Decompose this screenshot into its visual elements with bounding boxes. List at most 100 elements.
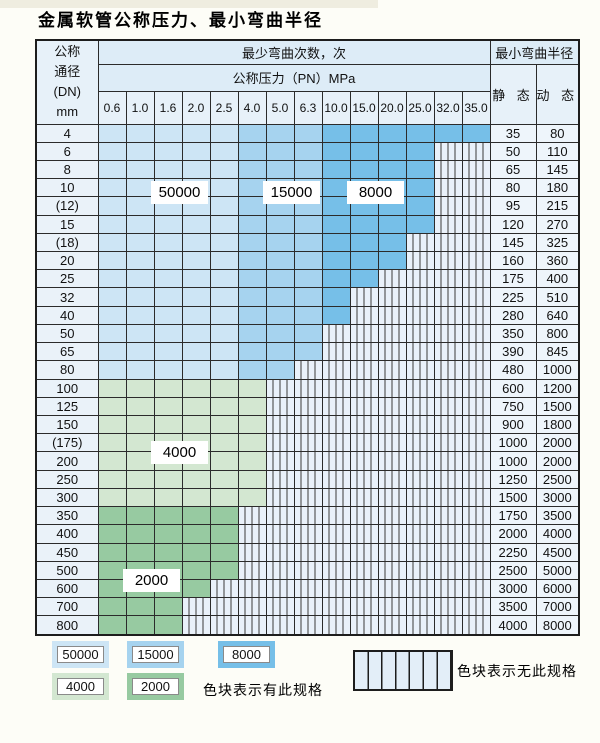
dynamic-radius: 3000 (535, 487, 580, 508)
table-row-dn-150: 150 900 1800 (35, 414, 580, 435)
no-spec-cell (377, 469, 407, 489)
pressure-col-6.3: 6.3 (293, 90, 323, 125)
cycle-cell-15000 (265, 232, 295, 253)
no-spec-cell (181, 615, 211, 636)
no-spec-cell (405, 615, 435, 636)
no-spec-cell (405, 414, 435, 435)
cycle-cell-4000 (209, 451, 239, 471)
cycle-cell-8000 (321, 159, 351, 180)
no-spec-cell (433, 178, 463, 198)
cycle-cell-50000 (125, 159, 155, 180)
cycle-cell-2000 (209, 506, 239, 526)
header-dynamic: 动 态 (535, 63, 580, 125)
static-radius: 4000 (489, 615, 537, 636)
no-spec-cell (433, 342, 463, 362)
cycle-cell-50000 (125, 123, 155, 143)
no-spec-cell (321, 560, 351, 580)
cycle-cell-4000 (97, 487, 127, 508)
cycle-cell-2000 (153, 542, 183, 562)
cycle-cell-15000 (293, 305, 323, 325)
cycle-cell-2000 (97, 560, 127, 580)
cycle-cell-50000 (209, 287, 239, 307)
header-dn-line: 公称 (54, 44, 81, 60)
cycle-cell-15000 (237, 287, 267, 307)
header-dn-line: 通径 (54, 64, 81, 80)
page-top-strip (0, 0, 378, 8)
no-spec-cell (433, 433, 463, 453)
cycle-zone-label-50000: 50000 (151, 181, 208, 204)
cycle-cell-15000 (237, 305, 267, 325)
table-row-dn-100: 100 600 1200 (35, 378, 580, 398)
no-spec-cell (293, 433, 323, 453)
cycle-cell-8000 (377, 159, 407, 180)
dn-label: 600 (35, 578, 99, 599)
no-spec-cell (321, 378, 351, 398)
no-spec-cell (405, 597, 435, 617)
legend-swatch-2000: 2000 (127, 673, 184, 700)
cycle-cell-50000 (209, 323, 239, 344)
no-spec-cell (265, 524, 295, 544)
legend: 50000 15000 8000 4000 2000 色块表示有此规格 色块表示无此规格 (0, 636, 600, 743)
no-spec-cell (461, 433, 491, 453)
static-radius: 95 (489, 196, 537, 216)
cycle-cell-4000 (237, 433, 267, 453)
static-radius: 600 (489, 378, 537, 398)
no-spec-cell (461, 414, 491, 435)
cycle-cell-15000 (265, 123, 295, 143)
cycle-cell-50000 (209, 159, 239, 180)
cycle-cell-4000 (125, 414, 155, 435)
cycle-cell-4000 (125, 469, 155, 489)
no-spec-cell (349, 323, 379, 344)
no-spec-cell (321, 524, 351, 544)
dynamic-radius: 1800 (535, 414, 580, 435)
dn-label: 450 (35, 542, 99, 562)
cycle-cell-8000 (321, 251, 351, 271)
cycle-cell-15000 (293, 269, 323, 289)
cycle-cell-15000 (237, 269, 267, 289)
table-row-dn-700: 700 3500 7000 (35, 597, 580, 617)
dn-label: 65 (35, 342, 99, 362)
cycle-cell-8000 (349, 269, 379, 289)
no-spec-cell (461, 542, 491, 562)
cycle-cell-4000 (209, 487, 239, 508)
dynamic-radius: 3500 (535, 506, 580, 526)
pressure-col-20.0: 20.0 (377, 90, 407, 125)
cycle-cell-50000 (153, 323, 183, 344)
no-spec-cell (293, 396, 323, 417)
no-spec-cell (377, 414, 407, 435)
table-row-dn-4: 4 35 80 (35, 123, 580, 143)
cycle-cell-4000 (181, 396, 211, 417)
cycle-cell-4000 (181, 487, 211, 508)
dynamic-radius: 325 (535, 232, 580, 253)
dynamic-radius: 1500 (535, 396, 580, 417)
cycle-cell-8000 (321, 287, 351, 307)
cycle-cell-2000 (181, 578, 211, 599)
no-spec-cell (405, 251, 435, 271)
cycle-cell-8000 (405, 123, 435, 143)
cycle-cell-4000 (153, 396, 183, 417)
no-spec-cell (405, 232, 435, 253)
cycle-cell-15000 (237, 360, 267, 380)
cycle-cell-8000 (321, 123, 351, 143)
static-radius: 480 (489, 360, 537, 380)
table-row-dn-40: 40 280 640 (35, 305, 580, 325)
no-spec-cell (405, 578, 435, 599)
cycle-cell-2000 (181, 542, 211, 562)
no-spec-cell (405, 287, 435, 307)
legend-no-spec-swatch (353, 650, 453, 691)
cycle-cell-8000 (349, 214, 379, 234)
cycle-cell-2000 (97, 615, 127, 636)
dn-label: 50 (35, 323, 99, 344)
dn-label: 32 (35, 287, 99, 307)
cycle-cell-2000 (97, 542, 127, 562)
header-min-radius: 最小弯曲半径 (489, 39, 580, 65)
no-spec-cell (237, 506, 267, 526)
cycle-zone-label-4000: 4000 (151, 441, 208, 464)
no-spec-cell (377, 378, 407, 398)
no-spec-cell (461, 396, 491, 417)
cycle-cell-8000 (349, 232, 379, 253)
cycle-cell-8000 (377, 214, 407, 234)
no-spec-cell (293, 560, 323, 580)
cycle-cell-15000 (265, 305, 295, 325)
no-spec-cell (405, 524, 435, 544)
